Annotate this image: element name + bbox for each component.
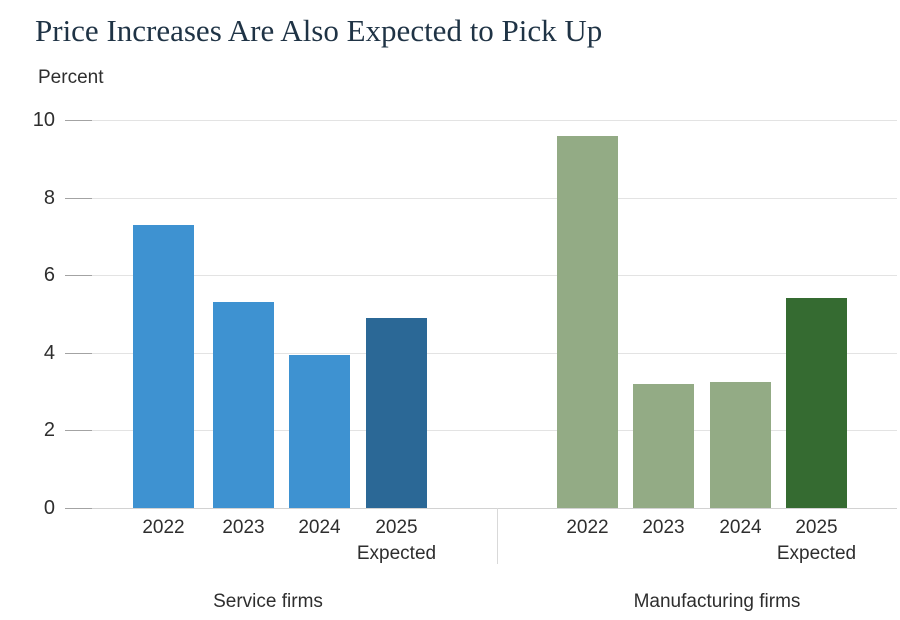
group-divider (497, 508, 498, 564)
y-axis-label-4: 4 (43, 341, 55, 364)
y-axis-tick-0 (65, 508, 92, 509)
gridline-6 (65, 275, 897, 277)
x-axis-label-service-2024: 2024 (262, 515, 378, 541)
bar-service-2023 (213, 302, 274, 508)
plot-area: 0 2 4 6 8 10 2022 2023 2024 2025 Expected Service f… (33, 109, 897, 612)
group-label-manufacturing: Manufacturing firms (633, 591, 801, 612)
y-axis-label-6: 6 (43, 264, 55, 287)
expected-note-manufacturing: Expected (776, 543, 857, 564)
x-axis-year-manufacturing-2025: 2025 (795, 517, 838, 538)
gridline-0 (65, 508, 897, 509)
bar-service-2022 (133, 225, 194, 508)
group-label-service: Service firms (213, 591, 323, 612)
bar-manufacturing-2025 (786, 298, 847, 508)
x-axis-year-service-2025: 2025 (375, 517, 418, 538)
y-axis-tick-10 (65, 120, 92, 121)
y-axis-label-2: 2 (43, 419, 55, 442)
y-axis-tick-8 (65, 197, 92, 199)
gridline-2 (65, 430, 897, 432)
y-axis-label-8: 8 (43, 186, 55, 209)
x-axis-label-service-2023: 2023 (186, 515, 302, 541)
bar-service-2025 (366, 318, 427, 508)
x-axis-label-service-2025: 2025 Expected (339, 515, 455, 567)
x-axis-label-manufacturing-2023: 2023 (606, 515, 722, 541)
y-axis-tick-4 (65, 352, 92, 354)
gridline-8 (65, 197, 897, 199)
chart-title: Price Increases Are Also Expected to Pic… (35, 13, 603, 48)
x-axis-year-manufacturing-2024: 2024 (719, 517, 762, 538)
x-axis-label-manufacturing-2022: 2022 (530, 515, 646, 541)
expected-note-service: Expected (356, 543, 437, 564)
bar-service-2024 (289, 355, 350, 508)
x-axis-year-service-2023: 2023 (222, 517, 265, 538)
gridline-10 (65, 120, 897, 121)
x-axis-label-manufacturing-2025: 2025 Expected (759, 515, 875, 567)
gridline-4 (65, 352, 897, 354)
bar-manufacturing-2024 (710, 382, 771, 508)
x-axis-label-manufacturing-2024: 2024 (683, 515, 799, 541)
x-axis-label-service-2022: 2022 (106, 515, 222, 541)
y-axis-label-0: 0 (43, 497, 55, 519)
x-axis-year-manufacturing-2023: 2023 (642, 517, 685, 538)
x-axis-year-service-2024: 2024 (298, 517, 341, 538)
y-axis-unit-label: Percent (38, 67, 104, 88)
y-axis-tick-6 (65, 275, 92, 277)
bar-manufacturing-2023 (633, 384, 694, 508)
y-axis-label-10: 10 (32, 109, 55, 131)
x-axis-year-manufacturing-2022: 2022 (566, 517, 609, 538)
y-axis-tick-2 (65, 430, 92, 432)
bar-manufacturing-2022 (557, 136, 618, 508)
x-axis-year-service-2022: 2022 (142, 517, 185, 538)
